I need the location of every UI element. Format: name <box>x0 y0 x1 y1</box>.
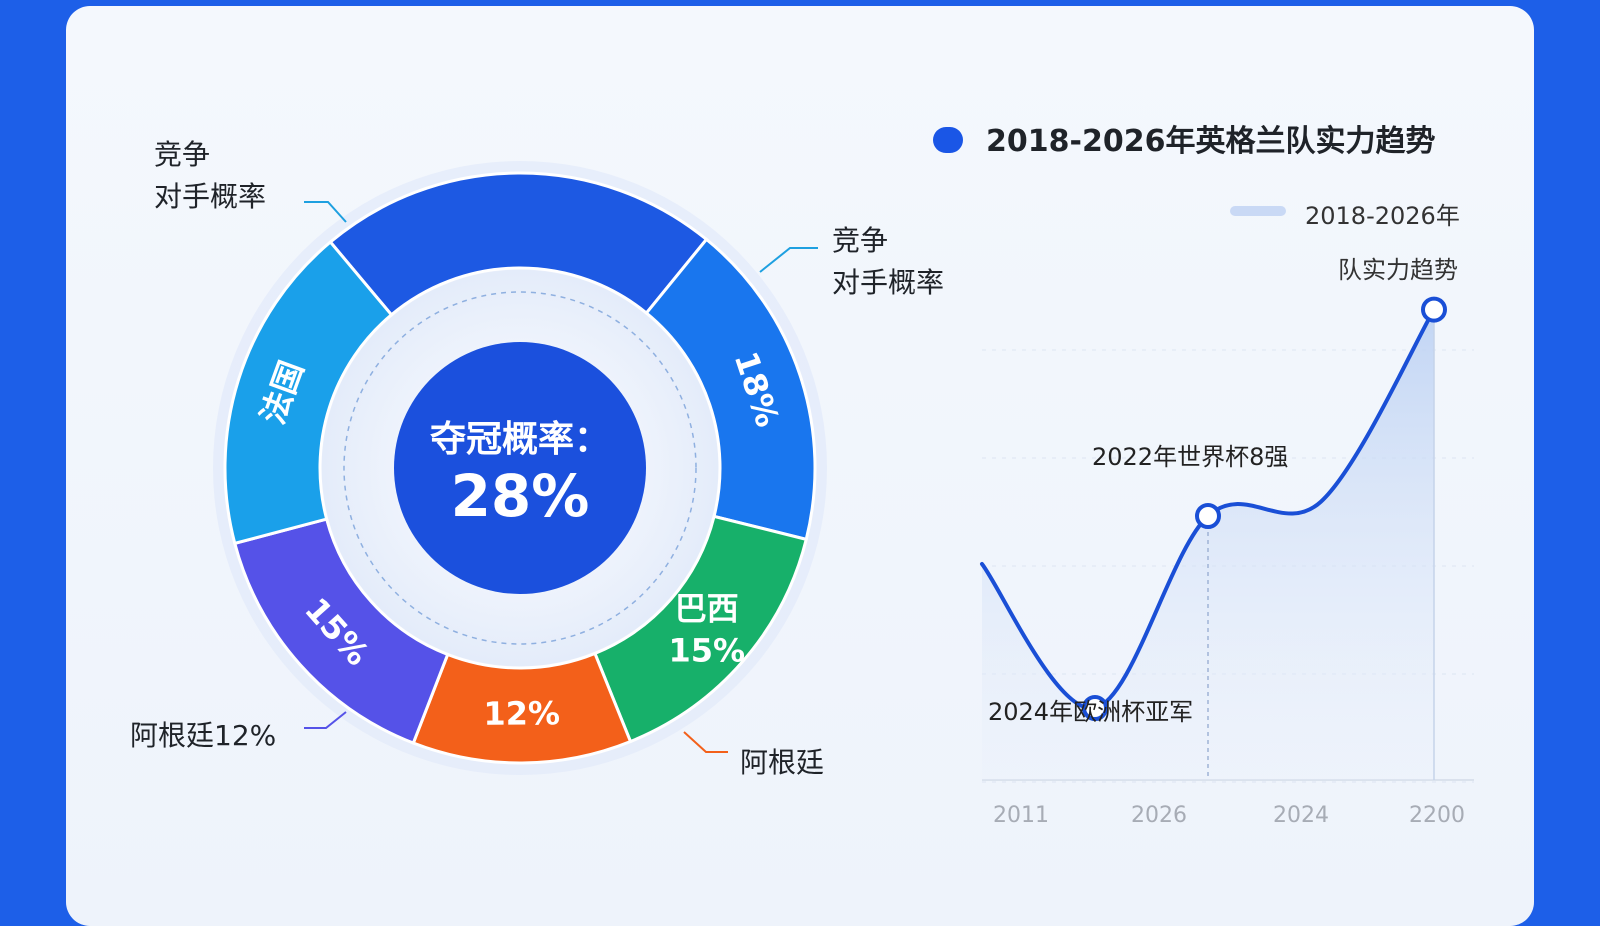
center-disc <box>394 342 646 594</box>
label-leader-lines <box>304 201 818 753</box>
outer-label-competitor-left: 竞争 对手概率 <box>154 138 267 213</box>
x-tick: 2200 <box>1409 803 1465 828</box>
segment-name-label: 15% <box>668 631 745 669</box>
center-value: 28% <box>450 462 590 530</box>
leader-line <box>759 247 818 273</box>
outer-label-argentina-left: 阿根廷12% <box>130 719 277 752</box>
data-point-marker <box>1195 503 1221 529</box>
legend-line-1: 2018-2026年 <box>1305 202 1460 230</box>
data-point-marker <box>1082 695 1108 721</box>
x-tick: 2011 <box>993 803 1049 828</box>
leader-line <box>304 711 347 729</box>
outer-label-argentina-right: 阿根廷 <box>740 746 825 779</box>
x-tick: 2026 <box>1131 803 1187 828</box>
x-tick: 2024 <box>1273 803 1329 828</box>
legend-line-2: 队实力趋势 <box>1338 256 1458 284</box>
data-point-marker <box>1421 296 1447 323</box>
donut-segment <box>328 171 709 317</box>
line-chart-title: 2018-2026年英格兰队实力趋势 <box>986 124 1436 159</box>
legend-dot <box>933 127 963 153</box>
legend-swatch <box>1230 206 1286 216</box>
annotation-2024: 2024年欧洲杯亚军 <box>988 698 1194 726</box>
line-chart <box>980 296 1474 783</box>
outer-label-competitor-right: 竞争 对手概率 <box>832 224 945 299</box>
leader-line <box>683 731 728 753</box>
leader-line <box>304 201 347 223</box>
center-label: 夺冠概率： <box>429 419 610 460</box>
annotation-2022: 2022年世界杯8强 <box>1092 443 1289 471</box>
segment-name-label: 巴西 <box>675 589 739 627</box>
dashed-ring <box>343 291 697 645</box>
segment-value-label: 12% <box>483 694 560 733</box>
donut-segment <box>223 239 394 546</box>
line-area <box>982 309 1434 780</box>
